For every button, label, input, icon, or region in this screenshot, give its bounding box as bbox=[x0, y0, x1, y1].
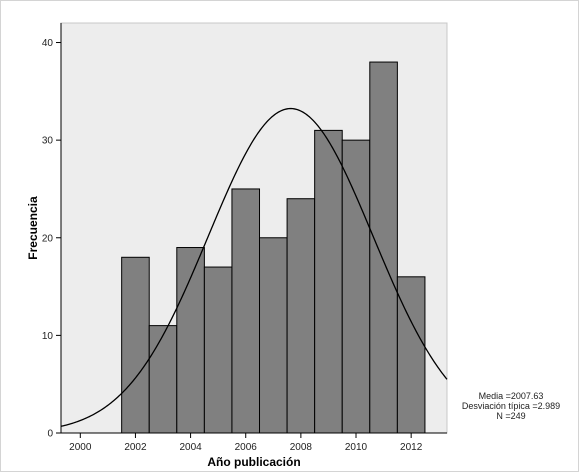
histogram-bar bbox=[286, 198, 316, 434]
histogram-bar bbox=[148, 325, 178, 434]
x-tick-label: 2012 bbox=[400, 442, 423, 453]
x-tick-label: 2008 bbox=[290, 442, 313, 453]
y-tick-label: 10 bbox=[42, 331, 54, 342]
x-axis-title: Año publicación bbox=[207, 455, 300, 469]
y-axis-title: Frecuencia bbox=[26, 196, 40, 260]
histogram-bar bbox=[259, 237, 288, 434]
histogram-bar bbox=[176, 247, 205, 434]
x-tick-label: 2002 bbox=[124, 442, 147, 453]
x-tick-label: 2000 bbox=[69, 442, 92, 453]
stats-n: N =249 bbox=[496, 411, 525, 421]
y-tick-label: 20 bbox=[42, 233, 54, 244]
histogram-bar bbox=[203, 266, 233, 434]
histogram-bar bbox=[231, 188, 261, 434]
x-tick-label: 2006 bbox=[235, 442, 258, 453]
histogram-bar bbox=[369, 61, 398, 434]
histogram-bar bbox=[314, 129, 343, 434]
y-tick-label: 40 bbox=[42, 38, 54, 49]
stats-std-dev: Desviación típica =2.989 bbox=[462, 401, 560, 411]
x-tick-label: 2010 bbox=[345, 442, 368, 453]
stats-mean: Media =2007.63 bbox=[479, 391, 544, 401]
histogram-bar bbox=[341, 139, 371, 434]
y-tick-label: 30 bbox=[42, 136, 54, 147]
x-tick-label: 2004 bbox=[179, 442, 202, 453]
y-tick-label: 0 bbox=[47, 429, 53, 440]
histogram-bar bbox=[121, 256, 150, 434]
normal-curve bbox=[60, 107, 448, 427]
